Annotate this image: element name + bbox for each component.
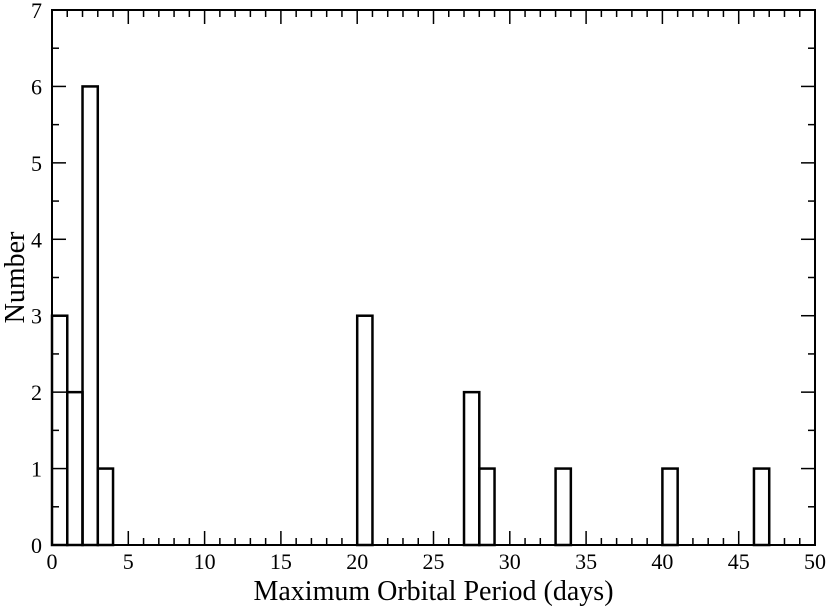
x-tick-label: 30: [499, 549, 521, 574]
plot-frame: [51, 9, 816, 546]
x-tick-label: 35: [575, 549, 597, 574]
y-tick-label: 0: [31, 533, 42, 558]
x-tick-label: 45: [728, 549, 750, 574]
y-tick-label: 6: [31, 74, 42, 99]
histogram-bar: [752, 467, 771, 547]
y-tick-label: 3: [31, 304, 42, 329]
histogram-bar: [355, 314, 374, 547]
x-tick-label: 5: [123, 549, 134, 574]
histogram-bar: [554, 467, 573, 547]
y-tick-label: 4: [31, 227, 42, 252]
x-tick-label: 40: [651, 549, 673, 574]
histogram-bar: [478, 467, 496, 547]
ticks-layer: [51, 9, 816, 546]
histogram-bar: [81, 85, 100, 547]
x-tick-label: 10: [194, 549, 216, 574]
y-axis-title: Number: [0, 231, 31, 323]
x-tick-label: 0: [47, 549, 58, 574]
histogram-bar: [96, 467, 115, 547]
y-tick-label: 1: [31, 457, 42, 482]
x-tick-label: 25: [423, 549, 445, 574]
histogram-bar: [462, 390, 481, 547]
y-tick-label: 7: [31, 0, 42, 23]
x-tick-label: 15: [270, 549, 292, 574]
bars-layer: [50, 85, 771, 547]
histogram-bar: [66, 390, 84, 547]
y-tick-label: 5: [31, 151, 42, 176]
x-tick-label: 20: [346, 549, 368, 574]
x-axis-title: Maximum Orbital Period (days): [253, 576, 613, 607]
x-tick-label: 50: [804, 549, 826, 574]
y-tick-label: 2: [31, 380, 42, 405]
histogram-bar: [661, 467, 679, 547]
